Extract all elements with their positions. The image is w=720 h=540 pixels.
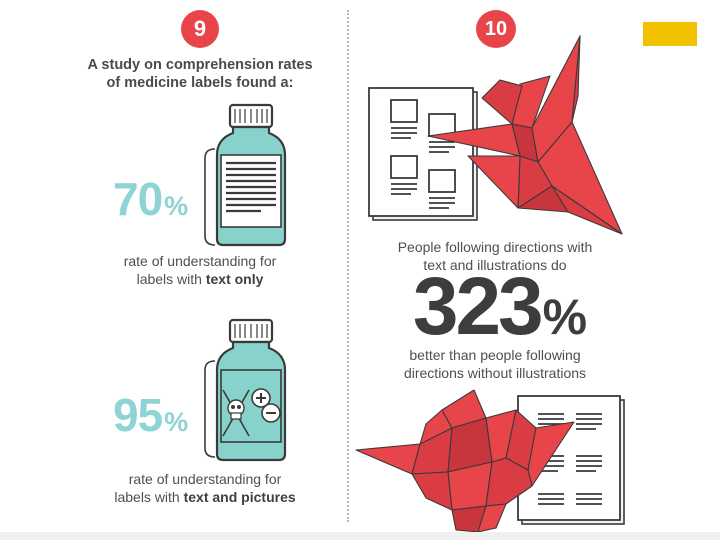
section-9-intro: A study on comprehension rates of medici… [60, 56, 340, 92]
stat-2-caption-bold: text and pictures [183, 489, 296, 505]
minus-circle-icon [261, 403, 281, 423]
section-divider [347, 10, 349, 522]
section-10-badge: 10 [476, 10, 516, 48]
stat-1-symbol: % [164, 191, 188, 221]
stat-70-percent: 70% [113, 172, 188, 226]
intro-line-2: of medicine labels found a: [106, 75, 294, 91]
section-10-line-2: text and illustrations do [423, 257, 567, 273]
section-9-badge: 9 [181, 10, 219, 48]
origami-crane-crumpled-icon [355, 389, 575, 533]
stat-2-caption: rate of understanding for labels with te… [90, 470, 320, 506]
stat-1-caption-line-2: labels with text only [100, 270, 300, 288]
stat-2-caption-prefix: labels with [114, 489, 184, 505]
stat-323-percent: 323% [400, 266, 600, 348]
bottom-strip [0, 532, 720, 540]
stat-1-caption: rate of understanding for labels with te… [100, 252, 300, 288]
medicine-bottle-icon [215, 103, 287, 247]
stat-1-caption-bold: text only [205, 271, 264, 287]
plus-circle-icon [251, 388, 271, 408]
instruction-sheet-icon [368, 87, 478, 221]
section-10-text-bottom: better than people following directions … [370, 346, 620, 382]
medicine-bottle-pictogram-icon [215, 318, 287, 462]
stat-1-caption-prefix: labels with [136, 271, 206, 287]
stat-2-caption-line-2: labels with text and pictures [90, 488, 320, 506]
origami-crane-icon [427, 35, 623, 235]
yellow-tab [643, 22, 697, 46]
stat-2-symbol: % [164, 407, 188, 437]
stat-2-caption-line-1: rate of understanding for [128, 471, 282, 487]
stat-323-value: 323 [412, 261, 544, 352]
skull-icon [227, 399, 245, 420]
stat-95-percent: 95% [113, 388, 188, 442]
stat-1-caption-line-1: rate of understanding for [123, 253, 277, 269]
section-10-line-4: directions without illustrations [403, 365, 587, 381]
section-10-line-3: better than people following [409, 347, 581, 363]
bracket-icon [204, 148, 216, 246]
intro-line-1: A study on comprehension rates [87, 57, 313, 73]
stat-323-symbol: % [542, 289, 588, 345]
stat-2-value: 95 [113, 389, 163, 441]
section-10-line-1: People following directions with [397, 239, 593, 255]
stat-1-value: 70 [113, 173, 163, 225]
section-10-text-top: People following directions with text an… [370, 238, 620, 274]
bracket-icon-2 [204, 360, 216, 458]
